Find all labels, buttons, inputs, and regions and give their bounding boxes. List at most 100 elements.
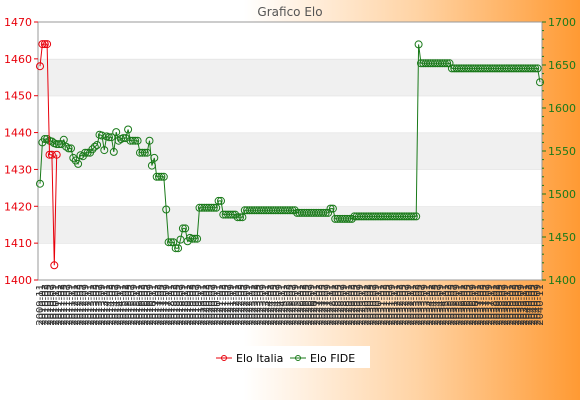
y-left-tick-label: 1470 (4, 16, 32, 29)
data-point (38, 40, 47, 49)
x-tick-label: 2035-11 (454, 284, 465, 326)
data-point (440, 59, 449, 68)
x-tick-label: 2029-11 (358, 284, 369, 326)
x-tick-label: 2018-03 (169, 284, 180, 326)
data-point (119, 134, 128, 143)
x-tick-label: 2028-09 (339, 284, 350, 326)
data-point (150, 153, 159, 162)
x-tick-label: 2028-05 (333, 284, 344, 326)
x-tick-label: 2034-03 (427, 284, 438, 326)
x-tick-label: 2017-07 (159, 284, 170, 326)
x-tick-label: 2036-05 (462, 284, 473, 326)
y-left-tick-label: 1460 (4, 53, 32, 66)
x-tick-label: 2036-03 (460, 284, 471, 326)
grid-band (38, 206, 542, 244)
x-tick-label: 2010-11 (51, 284, 62, 326)
data-point (181, 224, 190, 233)
x-tick-label: 2022-05 (237, 284, 248, 326)
x-tick-labels: 2009-112010-012010-032010-052010-072010-… (35, 284, 546, 326)
data-point (88, 145, 97, 154)
x-tick-label: 2029-07 (352, 284, 363, 326)
data-point (109, 147, 118, 156)
x-tick-label: 2036-11 (470, 284, 481, 326)
x-tick-label: 2017-03 (153, 284, 164, 326)
x-tick-label: 2032-11 (406, 284, 417, 326)
x-tick-label: 2027-05 (317, 284, 328, 326)
data-point (343, 214, 352, 223)
x-tick-label: 2026-01 (296, 284, 307, 326)
data-point (193, 234, 202, 243)
data-point (155, 172, 163, 181)
x-tick-label: 2040-09 (532, 284, 543, 326)
x-tick-label: 2038-11 (503, 284, 514, 326)
chart-title: Grafico Elo (257, 5, 322, 19)
x-tick-label: 2028-07 (336, 284, 347, 326)
x-tick-label: 2029-03 (347, 284, 358, 326)
data-point (238, 213, 247, 222)
data-point (47, 150, 56, 159)
x-tick-label: 2023-03 (250, 284, 261, 326)
x-tick-label: 2031-05 (382, 284, 393, 326)
y-right-tick-label: 1600 (548, 102, 576, 115)
data-point (324, 208, 333, 217)
data-point (207, 203, 216, 212)
x-tick-label: 2011-01 (54, 284, 65, 326)
x-tick-label: 2022-11 (245, 284, 256, 326)
x-tick-label: 2026-03 (298, 284, 309, 326)
x-tick-label: 2015-03 (121, 284, 132, 326)
data-point (159, 172, 168, 181)
y-left-tick-label: 1450 (4, 90, 32, 103)
data-point (347, 214, 356, 223)
x-tick-label: 2033-01 (409, 284, 420, 326)
data-point (231, 210, 240, 219)
data-point (217, 196, 225, 205)
data-point (321, 208, 330, 217)
data-point (64, 144, 73, 153)
data-point (214, 196, 223, 205)
data-point (114, 136, 123, 145)
data-point (228, 210, 237, 219)
x-tick-label: 2022-09 (242, 284, 253, 326)
x-tick-label: 2032-09 (403, 284, 414, 326)
x-tick-label: 2033-03 (411, 284, 422, 326)
x-tick-label: 2020-03 (202, 284, 213, 326)
x-tick-label: 2023-09 (258, 284, 269, 326)
series-line (39, 43, 58, 266)
x-tick-label: 2021-07 (223, 284, 234, 326)
x-tick-label: 2020-11 (212, 284, 223, 326)
data-point (47, 137, 56, 146)
x-tick-label: 2015-09 (129, 284, 140, 326)
y-left-tick-label: 1410 (4, 237, 32, 250)
x-tick-label: 2025-03 (282, 284, 293, 326)
x-tick-label: 2020-05 (204, 284, 215, 326)
data-point (133, 136, 142, 145)
x-tick-label: 2012-11 (83, 284, 94, 326)
x-tick-label: 2012-03 (73, 284, 84, 326)
x-tick-label: 2011-05 (59, 284, 70, 326)
legend-swatch-marker (221, 355, 227, 361)
data-point (105, 133, 113, 142)
x-tick-label: 2014-03 (105, 284, 116, 326)
data-point (209, 203, 218, 212)
x-tick-label: 2026-11 (309, 284, 320, 326)
grid-band (38, 243, 542, 280)
data-point (52, 140, 61, 149)
x-tick-label: 2019-03 (186, 284, 197, 326)
x-tick-label: 2039-03 (508, 284, 519, 326)
x-tick-label: 2031-11 (390, 284, 401, 326)
x-tick-label: 2029-05 (350, 284, 361, 326)
data-point (288, 206, 297, 215)
x-tick-label: 2013-09 (97, 284, 108, 326)
x-tick-label: 2013-07 (94, 284, 105, 326)
x-tick-label: 2018-01 (167, 284, 178, 326)
data-point (145, 136, 154, 145)
data-point (124, 125, 133, 134)
x-tick-label: 2023-01 (247, 284, 258, 326)
x-tick-label: 2037-03 (476, 284, 487, 326)
data-point (40, 40, 49, 49)
x-tick-label: 2035-01 (441, 284, 452, 326)
data-point (171, 244, 180, 253)
data-point (157, 172, 166, 181)
